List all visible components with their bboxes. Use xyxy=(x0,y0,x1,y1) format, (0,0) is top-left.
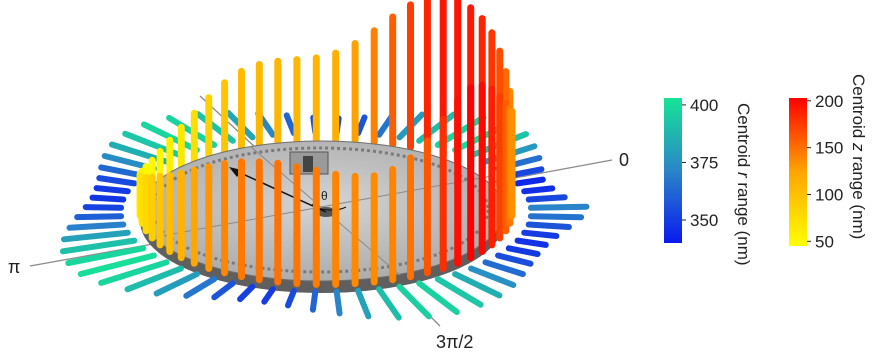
r-bar xyxy=(396,283,432,320)
r-bar xyxy=(77,252,157,277)
colorbar-z-label-var: z xyxy=(849,142,868,152)
colorbar-z-gradient xyxy=(789,98,807,246)
r-bar xyxy=(525,194,568,203)
angle-label-pi: π xyxy=(8,257,20,277)
r-bar xyxy=(285,287,297,309)
colorbar-z-tick-label: 200 xyxy=(815,92,843,111)
r-bar xyxy=(124,265,184,293)
r-bar xyxy=(416,280,460,315)
r-bar xyxy=(74,213,125,221)
colorbar-z-tick-label: 150 xyxy=(815,139,843,158)
r-bar xyxy=(434,276,484,308)
r-bar xyxy=(355,114,368,137)
r-bar xyxy=(65,245,147,267)
r-bar xyxy=(521,229,560,239)
r-bar xyxy=(527,213,585,221)
r-bar xyxy=(183,276,218,299)
colorbar-z-tick-label: 100 xyxy=(815,185,843,204)
r-bar xyxy=(61,229,131,243)
colorbar-r-gradient xyxy=(664,98,682,243)
r-bar xyxy=(261,286,276,305)
r-bar xyxy=(66,221,127,231)
r-bar xyxy=(505,245,541,257)
r-bar xyxy=(468,265,517,288)
theta-label: θ xyxy=(321,189,328,203)
r-bar xyxy=(495,252,534,267)
r-bar xyxy=(309,288,319,313)
r-bar xyxy=(521,185,556,195)
colorbar-z-ticks: 50 100 150 200 xyxy=(807,92,843,251)
r-bar xyxy=(237,283,256,303)
r-bar xyxy=(452,271,503,299)
colorbar-z: 50 100 150 200 Centroid z range (nm) xyxy=(789,74,868,251)
r-bar xyxy=(153,271,200,297)
r-bar xyxy=(482,259,526,278)
r-bar xyxy=(96,175,138,187)
disk-marker-bar xyxy=(303,156,313,172)
r-bar xyxy=(376,286,402,321)
colorbar-z-tick-label: 50 xyxy=(815,232,834,251)
colorbar-r-ticks: 350 375 400 xyxy=(682,96,718,230)
r-bar xyxy=(93,185,131,195)
colorbar-r-label-var: r xyxy=(734,172,753,179)
colorbar-z-label-post: range (nm) xyxy=(849,151,868,239)
colorbar-r-tick-label: 375 xyxy=(690,153,718,172)
r-bar xyxy=(514,237,549,248)
r-bar xyxy=(98,164,147,179)
r-bar xyxy=(333,288,343,317)
r-bar xyxy=(211,280,236,301)
r-bar xyxy=(89,194,127,203)
colorbar-r-label-pre: Centroid xyxy=(734,103,753,172)
r-bars-front xyxy=(59,213,585,321)
r-bar xyxy=(527,203,590,211)
r-bar xyxy=(82,204,125,211)
r-bar xyxy=(514,176,546,187)
colorbar-r: 350 375 400 Centroid r range (nm) xyxy=(664,96,753,266)
r-bar xyxy=(355,287,372,320)
r-bar xyxy=(98,259,170,286)
colorbar-z-label: Centroid z range (nm) xyxy=(849,74,868,239)
r-bar xyxy=(59,237,138,255)
r-bar xyxy=(283,112,297,137)
colorbar-r-label: Centroid r range (nm) xyxy=(734,103,753,266)
angle-label-three-pi-over-two: 3π/2 xyxy=(436,332,473,352)
colorbar-r-label-post: range (nm) xyxy=(734,178,753,266)
colorbar-r-tick-label: 350 xyxy=(690,211,718,230)
angle-label-zero: 0 xyxy=(619,150,629,170)
z-bars-front xyxy=(136,81,516,288)
r-bar xyxy=(525,221,572,230)
colorbar-z-label-pre: Centroid xyxy=(849,74,868,143)
colorbar-r-tick-label: 400 xyxy=(690,96,718,115)
